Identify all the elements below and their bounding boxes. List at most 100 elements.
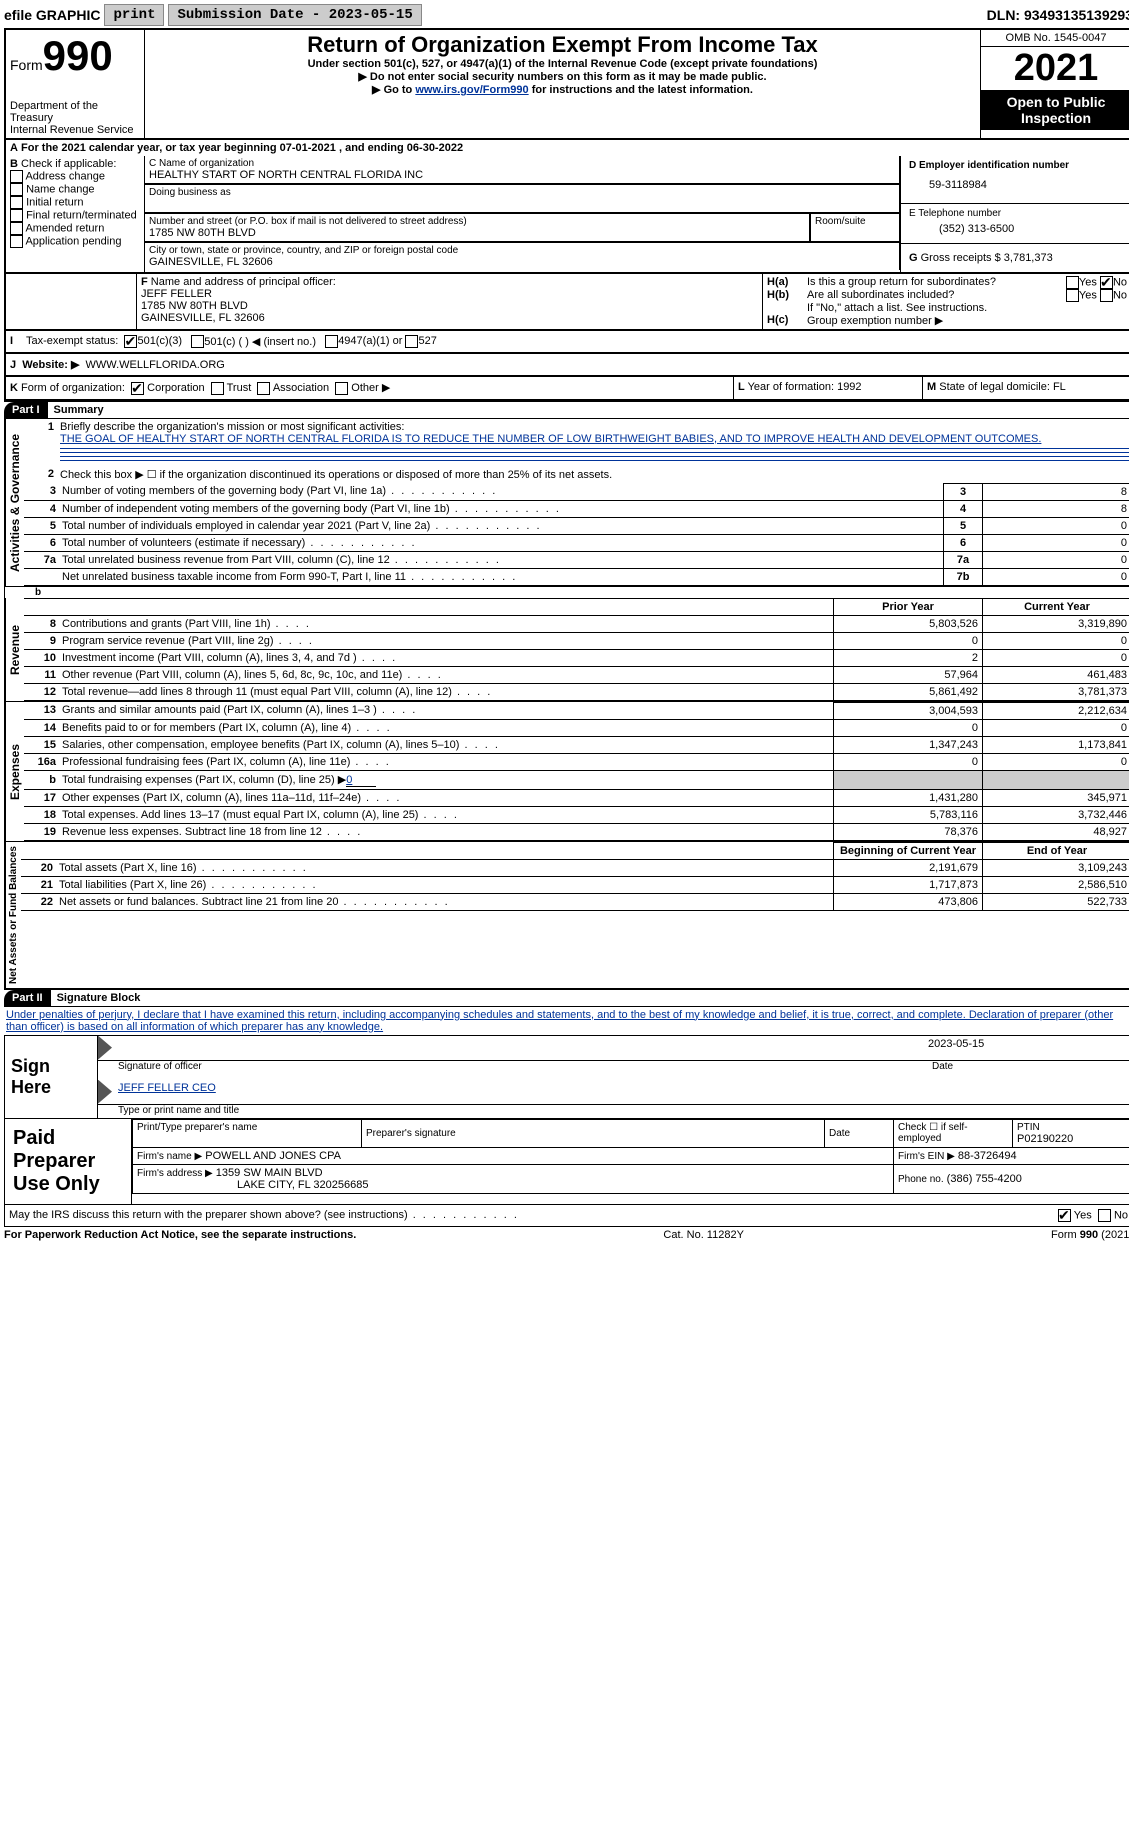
officer-label: Name and address of principal officer: [151, 276, 336, 288]
penalties-text: Under penalties of perjury, I declare th… [4, 1007, 1129, 1036]
preparer-table: Print/Type preparer's name Preparer's si… [132, 1119, 1129, 1194]
officer-addr1: 1785 NW 80TH BLVD [141, 300, 248, 312]
527-checkbox[interactable] [405, 335, 418, 348]
trust-checkbox[interactable] [211, 382, 224, 395]
form-title: Return of Organization Exempt From Incom… [149, 32, 976, 58]
paid-preparer-label: Paid Preparer Use Only [5, 1119, 132, 1204]
firm-city: LAKE CITY, FL 320256685 [137, 1179, 368, 1191]
firm-name: POWELL AND JONES CPA [205, 1150, 341, 1162]
gross-receipts-label: Gross receipts $ [921, 252, 1001, 264]
assoc-checkbox[interactable] [257, 382, 270, 395]
table-row: 11Other revenue (Part VIII, column (A), … [24, 666, 1129, 683]
527-label: 527 [418, 335, 436, 348]
sections-bg-row: B Check if applicable: Address change Na… [4, 156, 1129, 274]
hb-text: Are all subordinates included? [807, 289, 1066, 302]
officer-name: JEFF FELLER [141, 288, 212, 300]
4947-checkbox[interactable] [325, 335, 338, 348]
sections-fh-row: F Name and address of principal officer:… [4, 274, 1129, 331]
line1-text: Briefly describe the organization's miss… [60, 421, 404, 433]
ha-text: Is this a group return for subordinates? [807, 276, 1066, 289]
corp-label: Corporation [147, 382, 204, 394]
table-row: 3Number of voting members of the governi… [24, 483, 1129, 500]
form-subtitle: Under section 501(c), 527, or 4947(a)(1)… [149, 58, 976, 70]
efile-label: efile GRAPHIC [4, 7, 100, 23]
prep-name-label: Print/Type preparer's name [137, 1122, 357, 1133]
part1-body: Activities & Governance 1 Briefly descri… [4, 419, 1129, 587]
prep-check-label: Check ☐ if self-employed [898, 1122, 1008, 1144]
irs-label: Internal Revenue Service [10, 124, 140, 136]
table-row: 16aProfessional fundraising fees (Part I… [24, 753, 1129, 770]
trust-label: Trust [227, 382, 252, 394]
501c3-label: 501(c)(3) [137, 335, 182, 348]
firm-addr: 1359 SW MAIN BLVD [216, 1167, 323, 1179]
g-label: G [909, 252, 918, 264]
form-header-table: Form990 Department of the Treasury Inter… [4, 28, 1129, 140]
table-row: 10Investment income (Part VIII, column (… [24, 649, 1129, 666]
revenue-section: Revenue Prior Year Current Year 8Contrib… [4, 598, 1129, 702]
state-domicile: State of legal domicile: FL [939, 381, 1066, 393]
end-year-header: End of Year [983, 842, 1129, 859]
ein-label: D Employer identification number [909, 160, 1123, 171]
org-name: HEALTHY START OF NORTH CENTRAL FLORIDA I… [149, 169, 895, 181]
assoc-label: Association [273, 382, 329, 394]
ptin-value: P02190220 [1017, 1133, 1127, 1145]
other-checkbox[interactable] [335, 382, 348, 395]
privacy-notice: ▶ Do not enter social security numbers o… [149, 70, 976, 83]
part1-header: Part I Summary [4, 401, 1129, 419]
line-16b-row: bTotal fundraising expenses (Part IX, co… [24, 770, 1129, 789]
name-change-checkbox[interactable] [10, 183, 23, 196]
submission-date: Submission Date - 2023-05-15 [168, 4, 421, 26]
hc-label: H(c) [767, 314, 807, 327]
gross-receipts-value: 3,781,373 [1004, 252, 1053, 264]
table-row: 14Benefits paid to or for members (Part … [24, 719, 1129, 736]
city-state-zip: GAINESVILLE, FL 32606 [149, 256, 895, 268]
revenue-table: Prior Year Current Year 8Contributions a… [24, 598, 1129, 701]
part2-title: Signature Block [51, 990, 147, 1006]
name-change-label: Name change [26, 183, 95, 195]
ha-yes-checkbox[interactable] [1066, 276, 1079, 289]
final-return-checkbox[interactable] [10, 209, 23, 222]
address-change-checkbox[interactable] [10, 170, 23, 183]
room-label: Room/suite [815, 216, 895, 227]
hb-no-checkbox[interactable] [1100, 289, 1113, 302]
current-year-header: Current Year [983, 598, 1129, 615]
section-b: B Check if applicable: Address change Na… [6, 156, 145, 272]
ag-table: 3Number of voting members of the governi… [24, 483, 1129, 586]
sign-here-label: Sign Here [5, 1036, 98, 1118]
application-pending-label: Application pending [25, 235, 121, 247]
part2-header: Part II Signature Block [4, 989, 1129, 1007]
page-footer: For Paperwork Reduction Act Notice, see … [4, 1227, 1129, 1243]
ha-label: H(a) [767, 276, 807, 289]
sign-here-block: Sign Here 2023-05-15 Signature of office… [4, 1036, 1129, 1119]
amended-return-checkbox[interactable] [10, 222, 23, 235]
hb-label: H(b) [767, 289, 807, 302]
firm-ein-label: Firm's EIN ▶ [898, 1151, 955, 1162]
irs-link[interactable]: www.irs.gov/Form990 [415, 84, 528, 96]
initial-return-checkbox[interactable] [10, 196, 23, 209]
expenses-label: Expenses [5, 702, 24, 841]
hb-yes-checkbox[interactable] [1066, 289, 1079, 302]
omb-number: OMB No. 1545-0047 [981, 30, 1129, 47]
type-name-label: Type or print name and title [98, 1105, 1129, 1116]
table-row: 9Program service revenue (Part VIII, lin… [24, 632, 1129, 649]
year-end: 06-30-2022 [407, 142, 463, 154]
may-irs-yes-checkbox[interactable] [1058, 1209, 1071, 1222]
501c-checkbox[interactable] [191, 335, 204, 348]
table-row: 19Revenue less expenses. Subtract line 1… [24, 823, 1129, 840]
goto-pre: ▶ Go to [372, 84, 415, 96]
may-irs-no-label: No [1114, 1209, 1128, 1221]
street-address: 1785 NW 80TH BLVD [149, 227, 805, 239]
form-990-number: 990 [43, 32, 113, 79]
may-irs-no-checkbox[interactable] [1098, 1209, 1111, 1222]
officer-addr2: GAINESVILLE, FL 32606 [141, 312, 265, 324]
prior-year-header: Prior Year [834, 598, 983, 615]
initial-return-label: Initial return [26, 196, 83, 208]
application-pending-checkbox[interactable] [10, 235, 23, 248]
corp-checkbox[interactable] [131, 382, 144, 395]
ha-no-checkbox[interactable] [1100, 276, 1113, 289]
phone-label: E Telephone number [909, 208, 1123, 219]
print-button[interactable]: print [104, 4, 164, 26]
table-row: 7aTotal unrelated business revenue from … [24, 551, 1129, 568]
501c3-checkbox[interactable] [124, 335, 137, 348]
tax-exempt-label: Tax-exempt status: [26, 335, 118, 348]
